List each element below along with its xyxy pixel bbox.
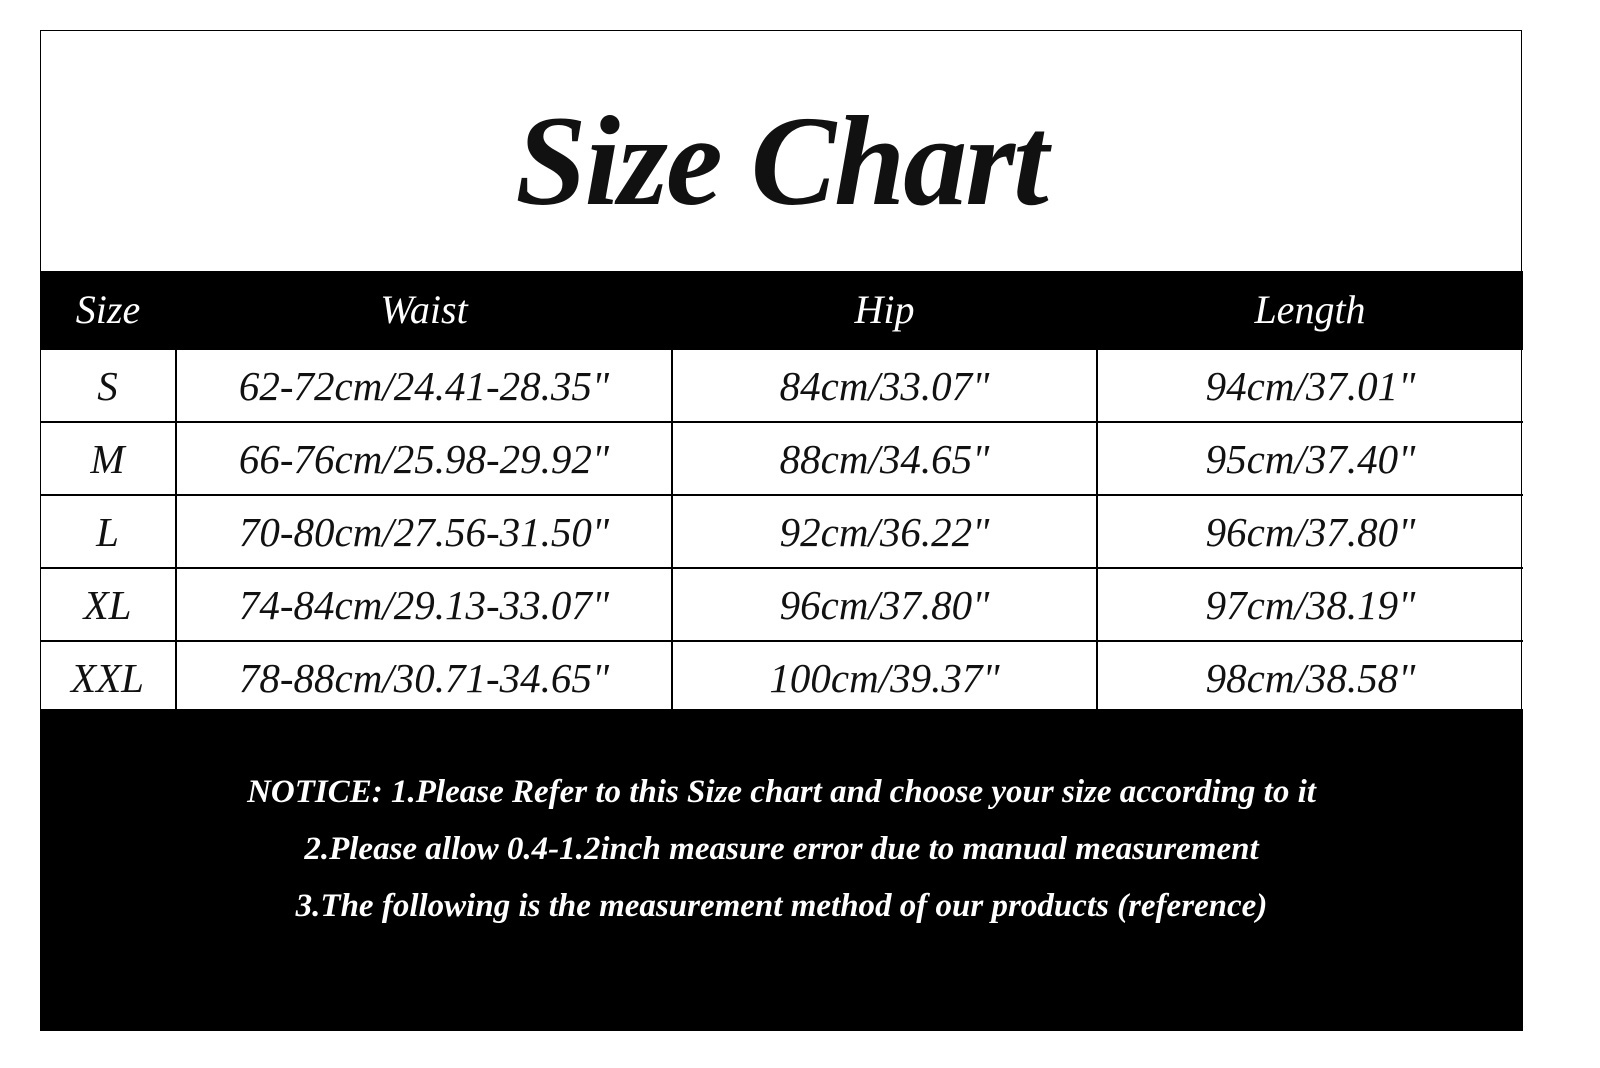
cell-size: L bbox=[40, 494, 177, 569]
table-row: M 66-76cm/25.98-29.92" 88cm/34.65" 95cm/37.… bbox=[40, 421, 1523, 496]
cell-hip: 84cm/33.07" bbox=[671, 348, 1098, 423]
table-row: L 70-80cm/27.56-31.50" 92cm/36.22" 96cm/37.… bbox=[40, 494, 1523, 569]
cell-length: 95cm/37.40" bbox=[1096, 421, 1523, 496]
table-row: XL 74-84cm/29.13-33.07" 96cm/37.80" 97cm/38… bbox=[40, 567, 1523, 642]
cell-waist: 66-76cm/25.98-29.92" bbox=[175, 421, 673, 496]
cell-length: 98cm/38.58" bbox=[1096, 640, 1523, 715]
notice-line: 2.Please allow 0.4-1.2inch measure error… bbox=[304, 831, 1259, 867]
column-header-size: Size bbox=[40, 271, 176, 349]
cell-size: XL bbox=[40, 567, 177, 642]
cell-hip: 92cm/36.22" bbox=[671, 494, 1098, 569]
cell-waist: 70-80cm/27.56-31.50" bbox=[175, 494, 673, 569]
cell-size: S bbox=[40, 348, 177, 423]
column-header-length: Length bbox=[1097, 271, 1523, 349]
cell-waist: 62-72cm/24.41-28.35" bbox=[175, 348, 673, 423]
page-title: Size Chart bbox=[515, 89, 1048, 232]
cell-size: XXL bbox=[40, 640, 177, 715]
notice-line: NOTICE: 1.Please Refer to this Size char… bbox=[247, 774, 1316, 810]
cell-length: 96cm/37.80" bbox=[1096, 494, 1523, 569]
table-row: S 62-72cm/24.41-28.35" 84cm/33.07" 94cm/37.… bbox=[40, 348, 1523, 423]
table-row: XXL 78-88cm/30.71-34.65" 100cm/39.37" 98cm/… bbox=[40, 640, 1523, 715]
column-header-hip: Hip bbox=[672, 271, 1097, 349]
size-table: Size Waist Hip Length S 62-72cm/24.41-28.… bbox=[40, 271, 1523, 715]
cell-hip: 96cm/37.80" bbox=[671, 567, 1098, 642]
notice-panel: NOTICE: 1.Please Refer to this Size char… bbox=[40, 709, 1523, 1031]
column-header-waist: Waist bbox=[176, 271, 672, 349]
cell-length: 97cm/38.19" bbox=[1096, 567, 1523, 642]
cell-waist: 78-88cm/30.71-34.65" bbox=[175, 640, 673, 715]
cell-length: 94cm/37.01" bbox=[1096, 348, 1523, 423]
cell-waist: 74-84cm/29.13-33.07" bbox=[175, 567, 673, 642]
size-chart: Size Chart Size Waist Hip Length S 62-72c… bbox=[40, 30, 1523, 1031]
notice-line: 3.The following is the measurement metho… bbox=[295, 888, 1268, 924]
cell-size: M bbox=[40, 421, 177, 496]
cell-hip: 88cm/34.65" bbox=[671, 421, 1098, 496]
cell-hip: 100cm/39.37" bbox=[671, 640, 1098, 715]
header-row: Size Waist Hip Length bbox=[40, 271, 1523, 349]
